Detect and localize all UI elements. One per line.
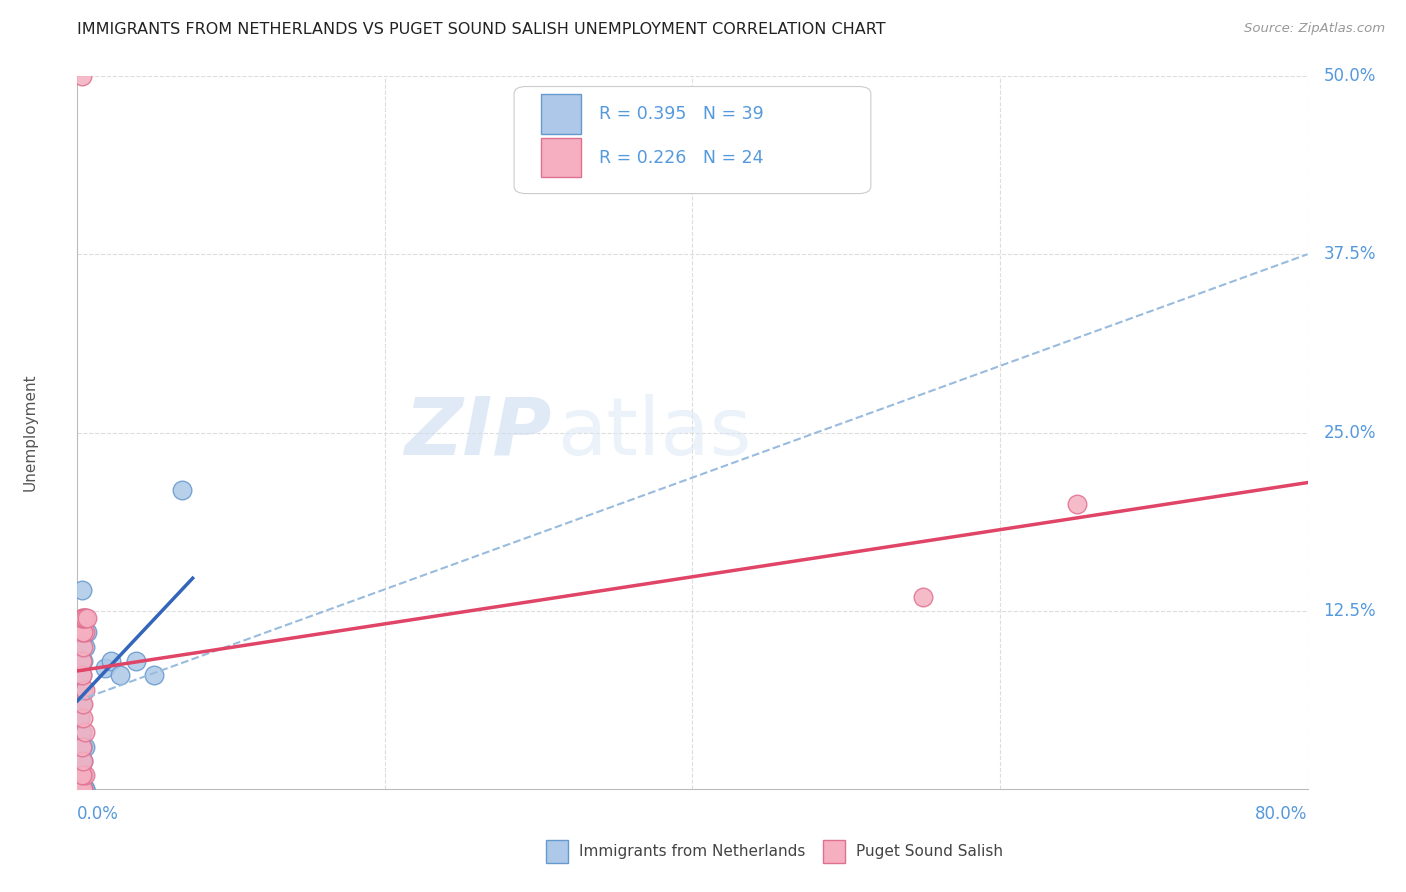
Point [70, 768, 93, 782]
Point [70, 668, 93, 682]
Point [72, 611, 94, 625]
Point [72, 782, 94, 797]
Point [170, 483, 193, 497]
Point [72, 711, 94, 725]
Point [72, 654, 94, 668]
Point [72, 739, 94, 754]
Point [73, 725, 96, 739]
Point [72, 768, 94, 782]
Point [72, 768, 94, 782]
Text: IMMIGRANTS FROM NETHERLANDS VS PUGET SOUND SALISH UNEMPLOYMENT CORRELATION CHART: IMMIGRANTS FROM NETHERLANDS VS PUGET SOU… [77, 22, 886, 37]
Text: 12.5%: 12.5% [1323, 602, 1376, 620]
Point [72, 640, 94, 654]
Point [73, 682, 96, 697]
Point [73, 739, 96, 754]
FancyBboxPatch shape [515, 87, 870, 194]
Point [70, 782, 93, 797]
Point [70, 782, 93, 797]
Point [72, 782, 94, 797]
Text: 0.0%: 0.0% [77, 805, 120, 823]
Point [70, 768, 93, 782]
Point [70, 625, 93, 640]
Point [912, 590, 935, 604]
Point [70, 69, 93, 83]
Text: ZIP: ZIP [404, 393, 551, 472]
Text: R = 0.395   N = 39: R = 0.395 N = 39 [599, 105, 763, 123]
Text: 37.5%: 37.5% [1323, 245, 1376, 263]
Point [1066, 497, 1088, 511]
FancyBboxPatch shape [541, 95, 581, 134]
Point [69, 754, 91, 768]
Point [72, 697, 94, 711]
Point [76, 625, 98, 640]
Point [70, 611, 93, 625]
Text: atlas: atlas [557, 393, 751, 472]
Point [73, 640, 96, 654]
Point [70, 668, 93, 682]
Point [72, 754, 94, 768]
Point [70, 697, 93, 711]
Point [73, 782, 96, 797]
Point [72, 625, 94, 640]
Point [143, 668, 166, 682]
Point [72, 625, 94, 640]
Point [70, 725, 93, 739]
Point [73, 611, 96, 625]
Text: 80.0%: 80.0% [1256, 805, 1308, 823]
Point [69, 782, 91, 797]
Point [70, 754, 93, 768]
Point [70, 782, 93, 797]
Point [72, 782, 94, 797]
Text: Puget Sound Salish: Puget Sound Salish [856, 845, 1004, 859]
Point [70, 739, 93, 754]
Text: Source: ZipAtlas.com: Source: ZipAtlas.com [1244, 22, 1385, 36]
Point [69, 711, 91, 725]
Point [70, 582, 93, 597]
Point [110, 668, 132, 682]
Point [125, 654, 148, 668]
Text: Unemployment: Unemployment [22, 374, 38, 491]
Point [76, 611, 98, 625]
Point [72, 782, 94, 797]
Point [72, 754, 94, 768]
Point [73, 625, 96, 640]
Point [70, 654, 93, 668]
Point [69, 782, 91, 797]
Point [70, 782, 93, 797]
Point [73, 611, 96, 625]
Text: 25.0%: 25.0% [1323, 424, 1376, 442]
Point [69, 782, 91, 797]
FancyBboxPatch shape [541, 138, 581, 178]
Point [70, 754, 93, 768]
Point [94, 661, 117, 675]
Point [73, 768, 96, 782]
Point [70, 739, 93, 754]
Point [100, 654, 122, 668]
Point [73, 782, 96, 797]
Point [72, 682, 94, 697]
Text: Immigrants from Netherlands: Immigrants from Netherlands [579, 845, 806, 859]
Point [70, 782, 93, 797]
Point [70, 782, 93, 797]
Text: 50.0%: 50.0% [1323, 67, 1376, 85]
Text: R = 0.226   N = 24: R = 0.226 N = 24 [599, 149, 763, 167]
